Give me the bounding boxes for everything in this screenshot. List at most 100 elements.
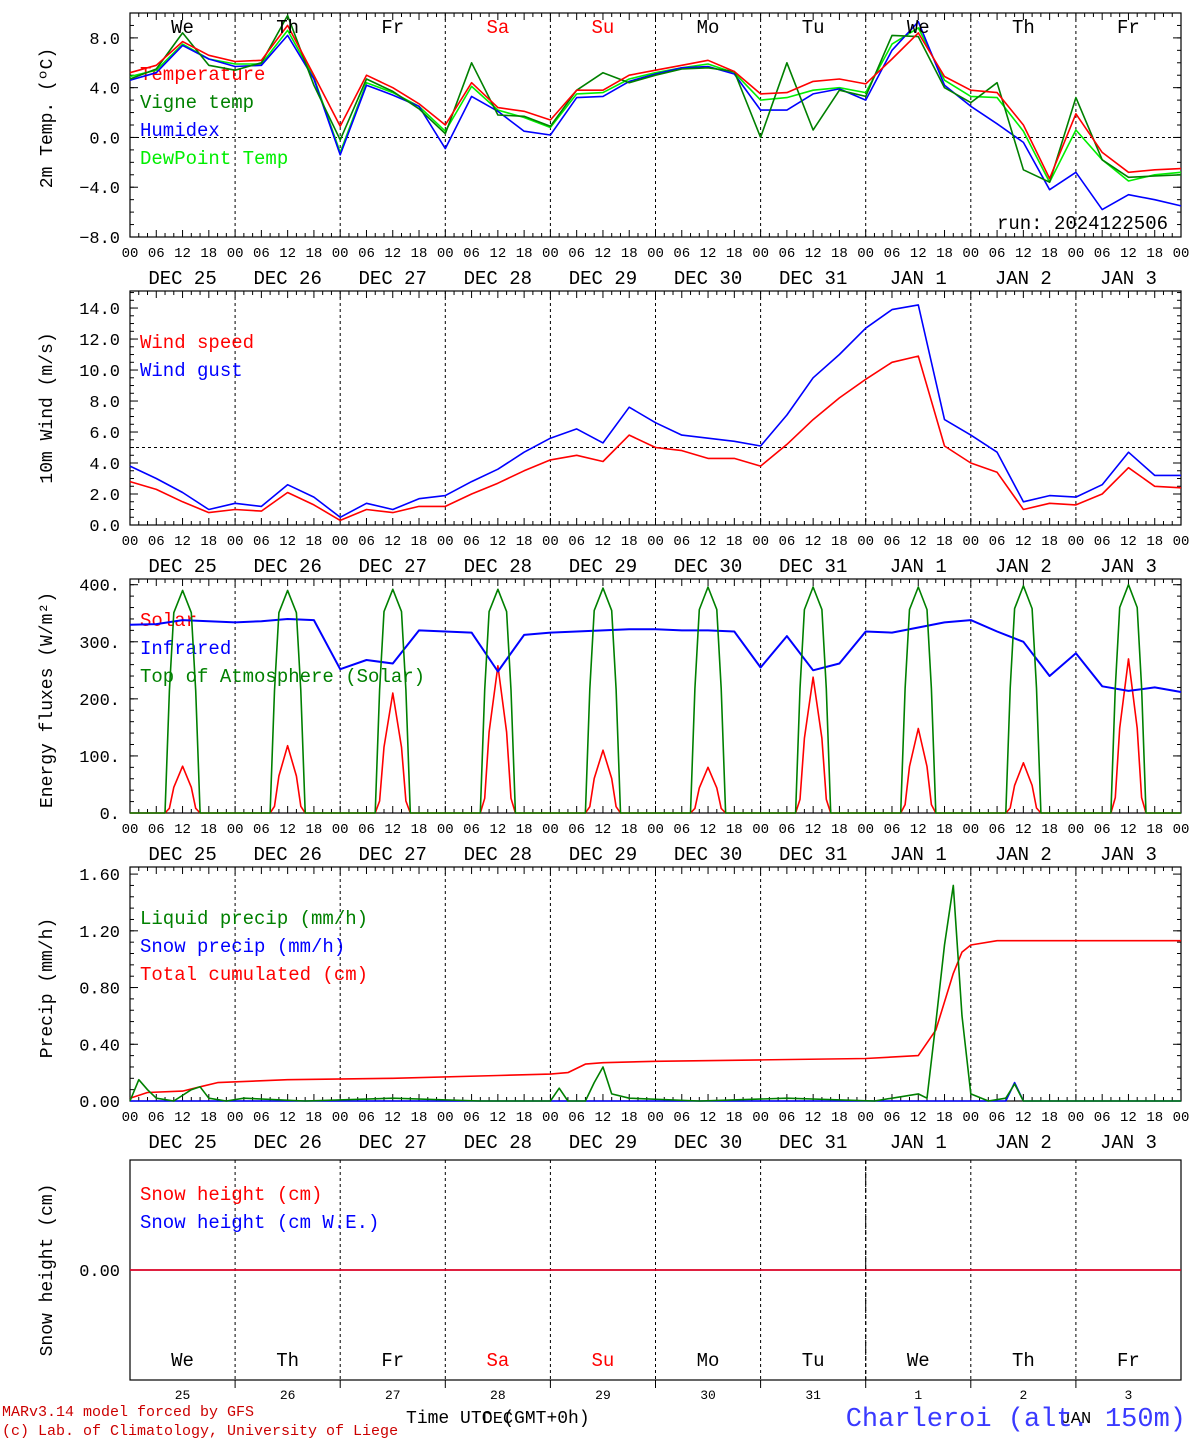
hour-tick-label: 00 [647, 1110, 664, 1126]
hour-tick-label: 12 [384, 246, 401, 262]
hour-tick-label: 12 [384, 1110, 401, 1126]
weekday-label: Th [276, 17, 299, 39]
panel-4: 1.60 1.20 0.80 0.40 0.00 Precip (mm/h) 00 06 12 1… [38, 866, 1189, 1154]
hour-tick-label: 18 [516, 822, 533, 838]
hour-tick-label: 06 [568, 246, 585, 262]
hour-tick-label: 06 [1094, 1110, 1111, 1126]
legend-entry: Humidex [140, 120, 220, 142]
hour-tick-label: 18 [1041, 822, 1058, 838]
hour-tick-label: 12 [700, 822, 717, 838]
y-axis-label: Precip (mm/h) [38, 918, 58, 1058]
hour-tick-label: 18 [411, 1110, 428, 1126]
hour-tick-label: 12 [595, 534, 612, 550]
hour-tick-label: 00 [752, 246, 769, 262]
hour-tick-label: 00 [332, 822, 349, 838]
hour-tick-label: 12 [910, 822, 927, 838]
y-tick-label: 6.0 [89, 425, 120, 444]
hour-tick-label: 12 [174, 822, 191, 838]
bottom-month-dec: DEC [483, 1410, 514, 1429]
hour-tick-label: 00 [122, 246, 139, 262]
hour-tick-label: 06 [358, 822, 375, 838]
y-axis-label: Energy fluxes (W/m²) [38, 592, 58, 808]
bottom-weekday-label: Th [276, 1350, 299, 1372]
y-tick-label: 0.80 [79, 981, 120, 1000]
bottom-day-number: 27 [385, 1388, 401, 1403]
y-tick-label: 400. [79, 578, 120, 597]
hour-tick-label: 18 [1146, 822, 1163, 838]
hour-tick-label: 18 [200, 246, 217, 262]
x-axis-label: Time UTC (GMT+0h) [406, 1409, 590, 1429]
hour-tick-label: 12 [1015, 246, 1032, 262]
hour-tick-label: 12 [910, 246, 927, 262]
hour-tick-label: 06 [884, 822, 901, 838]
date-label: DEC 30 [674, 1132, 742, 1154]
hour-tick-label: 12 [1120, 534, 1137, 550]
date-label: JAN 3 [1100, 1132, 1157, 1154]
hour-tick-label: 06 [884, 534, 901, 550]
hour-tick-label: 12 [595, 822, 612, 838]
y-tick-label: 0.00 [79, 1094, 120, 1113]
series-wind-gust [129, 304, 1181, 519]
hour-tick-label: 00 [122, 534, 139, 550]
hour-tick-label: 18 [831, 822, 848, 838]
date-label: DEC 25 [148, 1132, 216, 1154]
legend-entry: Total cumulated (cm) [140, 964, 368, 986]
y-tick-label: 0.40 [79, 1037, 120, 1056]
hour-tick-label: 12 [174, 534, 191, 550]
hour-tick-label: 00 [647, 534, 664, 550]
panel-1: 8.0 4.0 0.0 −4.0 −8.0 2m Temp. (ºC) 00 06 12 18 00… [38, 12, 1189, 290]
weekday-label: Fr [381, 17, 404, 39]
weekday-label: Th [1012, 17, 1035, 39]
hour-tick-label: 00 [1067, 1110, 1084, 1126]
hour-tick-label: 12 [1015, 822, 1032, 838]
hour-tick-label: 18 [200, 822, 217, 838]
hour-tick-label: 12 [489, 822, 506, 838]
hour-tick-label: 06 [989, 534, 1006, 550]
hour-tick-label: 00 [227, 822, 244, 838]
hour-tick-label: 00 [752, 534, 769, 550]
y-tick-label: 100. [79, 749, 120, 768]
date-label: JAN 1 [890, 268, 947, 290]
y-tick-label: 2.0 [89, 487, 120, 506]
hour-tick-label: 06 [989, 246, 1006, 262]
hour-tick-label: 00 [752, 1110, 769, 1126]
date-label: DEC 28 [464, 1132, 532, 1154]
hour-tick-label: 12 [489, 1110, 506, 1126]
hour-tick-label: 18 [306, 1110, 323, 1126]
panel-5: 0.00 Snow height (cm) Snow height (cm) Snow… [38, 1159, 1182, 1381]
hour-tick-label: 06 [463, 822, 480, 838]
hour-tick-label: 06 [1094, 534, 1111, 550]
hour-tick-label: 12 [1120, 822, 1137, 838]
hour-tick-label: 00 [962, 1110, 979, 1126]
y-tick-label: 0.0 [89, 518, 120, 537]
y-axis-label: 2m Temp. (ºC) [38, 48, 58, 188]
date-label: DEC 29 [569, 1132, 637, 1154]
hour-tick-label: 00 [857, 246, 874, 262]
weekday-label: We [907, 17, 930, 39]
y-axis-label: 10m Wind (m/s) [38, 332, 58, 483]
y-tick-label: 0.0 [89, 130, 120, 149]
hour-tick-label: 00 [857, 534, 874, 550]
hour-tick-label: 18 [306, 246, 323, 262]
hour-tick-label: 06 [989, 822, 1006, 838]
date-label: DEC 31 [779, 268, 847, 290]
hour-tick-label: 00 [227, 1110, 244, 1126]
legend-entry: Vigne temp [140, 92, 254, 114]
hour-tick-label: 18 [726, 534, 743, 550]
y-tick-label: 4.0 [89, 456, 120, 475]
hour-tick-label: 12 [384, 534, 401, 550]
run-label: run: 2024122506 [997, 213, 1168, 235]
hour-tick-label: 18 [726, 822, 743, 838]
hour-tick-label: 06 [463, 246, 480, 262]
hour-tick-label: 18 [1041, 1110, 1058, 1126]
series-vigne-temp [129, 14, 1182, 183]
hour-tick-label: 00 [542, 1110, 559, 1126]
hour-tick-label: 12 [279, 246, 296, 262]
bottom-weekday-label: Fr [1117, 1350, 1140, 1372]
y-tick-label: 14.0 [79, 301, 120, 320]
hour-tick-label: 18 [200, 1110, 217, 1126]
y-tick-label: 0.00 [79, 1263, 120, 1282]
bottom-weekday-label: Th [1012, 1350, 1035, 1372]
date-label: DEC 26 [253, 556, 321, 578]
